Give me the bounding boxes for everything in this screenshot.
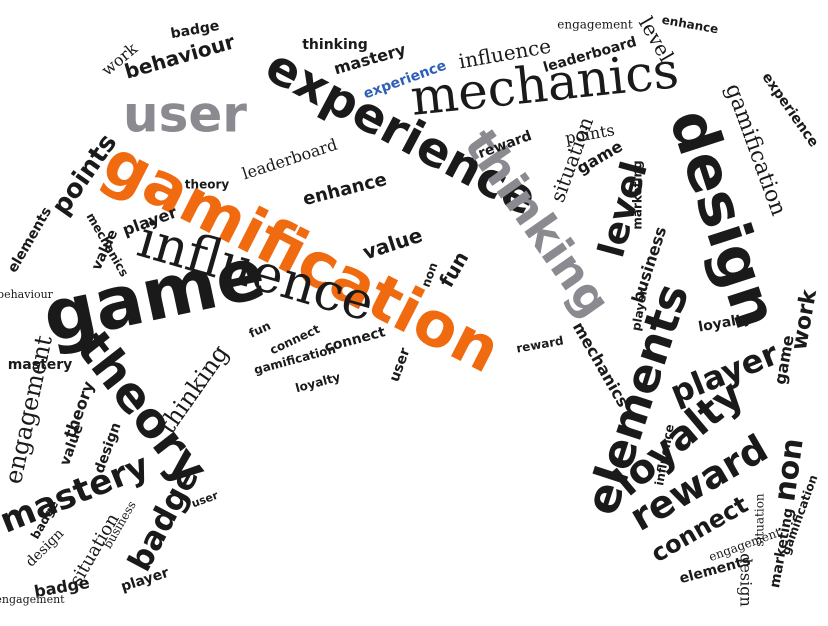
word-leaderboard-mid: leaderboard: [240, 135, 340, 184]
word-reward-right: reward: [515, 333, 564, 355]
word-non-right: non: [767, 436, 810, 504]
word-marketing-right: marketing: [631, 160, 645, 229]
word-engagement-large: engagement: [0, 333, 58, 487]
word-design-low: design: [737, 553, 756, 607]
word-theory-mid: theory: [185, 178, 230, 192]
word-game-right: game: [770, 334, 797, 386]
word-experience-right: experience: [758, 70, 821, 150]
word-enhance-mid: enhance: [301, 169, 389, 210]
word-thinking-top: thinking: [302, 37, 368, 53]
word-mastery-mid: mastery: [8, 357, 73, 373]
word-user-mid: user: [387, 346, 414, 384]
word-behaviour-left: behaviour: [0, 288, 54, 301]
word-enhance-top: enhance: [661, 13, 720, 37]
word-engagement-top: engagement: [557, 18, 633, 32]
word-user-large: user: [123, 86, 247, 144]
word-thinking-mid: thinking: [153, 340, 234, 439]
word-elements-small: elements: [5, 204, 55, 275]
word-fun-small: fun: [247, 318, 273, 340]
word-situation-right: situation: [753, 493, 767, 547]
word-value-mid: value: [360, 223, 426, 265]
word-engagement-small: engagement: [0, 593, 65, 606]
word-loyalty-mid: loyalty: [294, 370, 342, 395]
word-theory-left: theory: [60, 378, 98, 441]
